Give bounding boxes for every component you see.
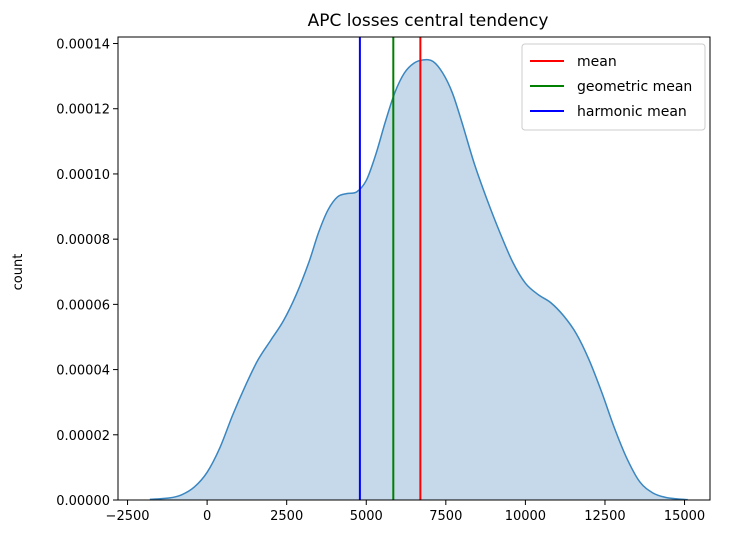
- y-tick-label: 0.00000: [56, 494, 110, 509]
- x-tick-label: 12500: [584, 509, 625, 524]
- density-fill: [149, 59, 688, 500]
- x-tick-label: 15000: [664, 509, 705, 524]
- y-tick-label: 0.00010: [56, 168, 110, 183]
- x-tick-label: 5000: [350, 509, 383, 524]
- x-tick-label: 7500: [429, 509, 462, 524]
- y-tick-label: 0.00012: [56, 103, 110, 118]
- x-tick-label: 2500: [270, 509, 303, 524]
- legend-label: geometric mean: [577, 79, 692, 95]
- y-tick-label: 0.00014: [56, 38, 110, 53]
- legend-label: mean: [577, 54, 617, 70]
- y-axis-label: count: [11, 254, 26, 291]
- chart-title: APC losses central tendency: [308, 11, 549, 31]
- x-tick-label: 10000: [505, 509, 546, 524]
- legend-label: harmonic mean: [577, 104, 687, 120]
- legend: mean geometric mean harmonic mean: [521, 43, 706, 131]
- x-tick-label: 0: [203, 509, 211, 524]
- plot-area: [149, 37, 688, 501]
- legend-box: [521, 43, 706, 131]
- density-line: [149, 58, 688, 501]
- y-tick-label: 0.00006: [56, 298, 110, 313]
- axes-frame: [117, 36, 711, 501]
- axes: −2500 0 2500 5000 7500 10000 12500 15000 0.00000…: [56, 36, 711, 524]
- x-tick-label: −2500: [106, 509, 150, 524]
- y-tick-label: 0.00002: [56, 429, 110, 444]
- y-tick-label: 0.00008: [56, 233, 110, 248]
- y-tick-label: 0.00004: [56, 364, 110, 379]
